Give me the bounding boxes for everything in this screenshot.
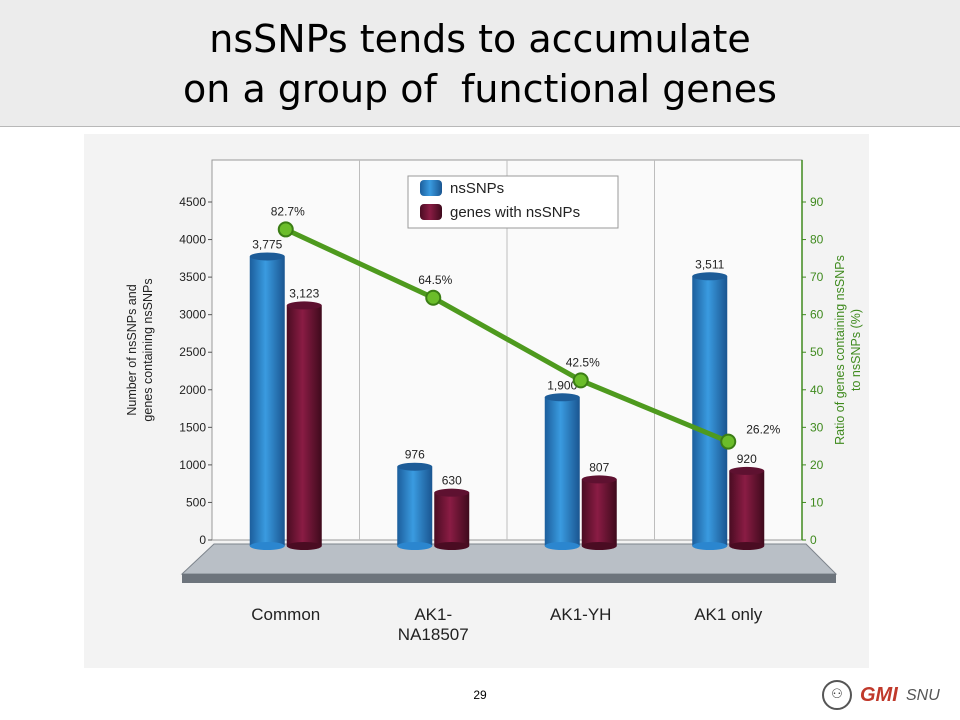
bar-cap — [544, 393, 580, 402]
bar-cap — [249, 252, 285, 261]
bar-line-chart: 0 500 1000 1500 2000 2500 3000 3500 4000 4500 0 10 2… — [125, 159, 863, 644]
bar-value-label: 3,511 — [695, 257, 724, 271]
y2-axis-label: Ratio of genes containing nsSNPs — [833, 255, 847, 445]
gmi-snu-logo: ⚇ GMI SNU — [822, 680, 952, 712]
y2-tick-label: 0 — [810, 533, 817, 547]
slide-title-line-1: nsSNPs tends to accumulate — [209, 17, 751, 61]
y2-axis-label: to nsSNPs (%) — [849, 309, 863, 391]
y2-tick-label: 30 — [810, 420, 824, 434]
y2-tick-label: 50 — [810, 345, 824, 359]
y2-tick-label: 10 — [810, 495, 824, 509]
y-tick-label: 2000 — [179, 383, 206, 397]
y2-tick-label: 80 — [810, 233, 824, 247]
bar — [544, 397, 580, 546]
bar — [397, 466, 433, 546]
bar-base — [544, 542, 580, 550]
bar — [434, 492, 470, 546]
bar-base — [397, 542, 433, 550]
x-tick-label: Common — [251, 605, 320, 624]
slide-header: nsSNPs tends to accumulate on a group of… — [0, 0, 960, 127]
bar-cap — [286, 301, 322, 310]
bar-value-label: 3,123 — [289, 286, 319, 300]
bar — [729, 470, 765, 546]
y-tick-label: 3500 — [179, 270, 206, 284]
y2-tick-label: 70 — [810, 270, 824, 284]
ratio-label: 42.5% — [566, 355, 600, 369]
bar-value-label: 1,900 — [547, 378, 577, 392]
legend-swatch — [420, 180, 442, 196]
bar-cap — [434, 488, 470, 497]
bar-cap — [729, 466, 765, 475]
y-axis-label: Number of nsSNPs and — [125, 284, 139, 415]
x-tick-label: AK1- — [414, 605, 452, 624]
bar-base — [286, 542, 322, 550]
bar-base — [249, 542, 285, 550]
x-tick-label: AK1-YH — [550, 605, 611, 624]
legend-swatch — [420, 204, 442, 220]
ratio-label: 82.7% — [271, 204, 305, 218]
y-axis-label: genes containing nsSNPs — [141, 278, 155, 421]
bar-value-label: 920 — [737, 452, 757, 466]
y-tick-label: 1500 — [179, 420, 206, 434]
ratio-point — [572, 372, 589, 389]
bar-base — [729, 542, 765, 550]
bar-value-label: 3,775 — [252, 237, 282, 251]
legend-label: nsSNPs — [450, 180, 504, 197]
bar — [692, 276, 728, 546]
logo-gmi-text: GMI — [860, 684, 898, 706]
ratio-label: 64.5% — [418, 273, 452, 287]
y-tick-label: 4500 — [179, 195, 206, 209]
logo-snu-text: SNU — [906, 687, 940, 704]
floor-edge — [182, 574, 836, 583]
y2-tick-label: 20 — [810, 458, 824, 472]
y-tick-label: 500 — [186, 495, 206, 509]
y2-tick-label: 60 — [810, 308, 824, 322]
ratio-line — [284, 227, 730, 444]
bar — [249, 256, 285, 546]
bar-cap — [581, 475, 617, 484]
ratio-label: 26.2% — [746, 423, 780, 437]
y-tick-label: 2500 — [179, 345, 206, 359]
y-tick-label: 3000 — [179, 308, 206, 322]
ratio-point — [277, 221, 294, 238]
legend-box — [407, 175, 619, 229]
slide-title: nsSNPs tends to accumulate on a group of… — [0, 14, 960, 114]
bar-base — [434, 542, 470, 550]
bar — [286, 305, 322, 546]
y-tick-label: 0 — [199, 533, 206, 547]
bar-value-label: 976 — [405, 448, 425, 462]
y-tick-label: 4000 — [179, 233, 206, 247]
bar — [581, 479, 617, 546]
legend-label: genes with nsSNPs — [450, 204, 580, 221]
bar-base — [692, 542, 728, 550]
dna-helix-icon: ⚇ — [822, 680, 852, 710]
bar-value-label: 807 — [589, 460, 609, 474]
y2-tick-label: 90 — [810, 195, 824, 209]
y2-tick-label: 40 — [810, 383, 824, 397]
bar-cap — [692, 272, 728, 281]
page-number: 29 — [473, 688, 487, 702]
y-tick-label: 1000 — [179, 458, 206, 472]
x-tick-label: NA18507 — [398, 625, 469, 644]
bar-cap — [397, 462, 433, 471]
chart-panel: 0 500 1000 1500 2000 2500 3000 3500 4000 4500 0 10 2… — [84, 134, 869, 668]
x-tick-label: AK1 only — [694, 605, 763, 624]
ratio-point — [425, 289, 442, 306]
bar-base — [581, 542, 617, 550]
bar-value-label: 630 — [442, 474, 462, 488]
ratio-point — [720, 433, 737, 450]
slide-title-line-2: on a group of functional genes — [183, 67, 777, 111]
